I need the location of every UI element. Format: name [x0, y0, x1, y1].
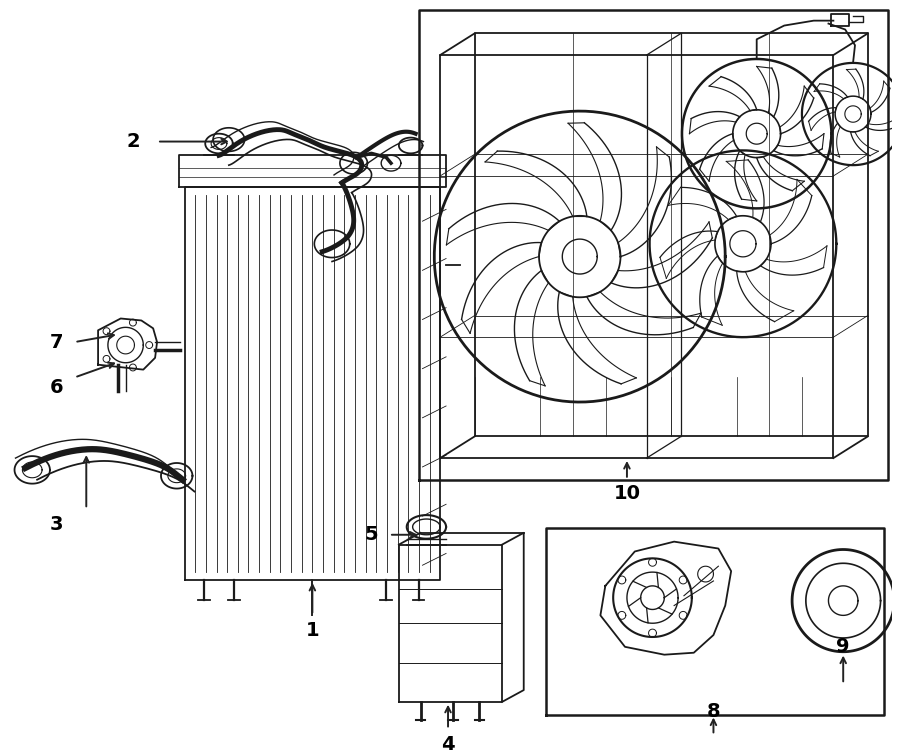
Text: 8: 8 [706, 702, 720, 721]
Text: 4: 4 [441, 736, 454, 754]
Text: 1: 1 [306, 621, 319, 640]
Text: 9: 9 [836, 637, 850, 656]
Text: 2: 2 [127, 132, 140, 151]
Text: 10: 10 [614, 484, 641, 503]
Polygon shape [600, 541, 731, 655]
Text: 7: 7 [50, 333, 64, 352]
Text: 3: 3 [50, 516, 64, 534]
Text: 6: 6 [50, 378, 64, 397]
Text: 5: 5 [364, 525, 378, 544]
